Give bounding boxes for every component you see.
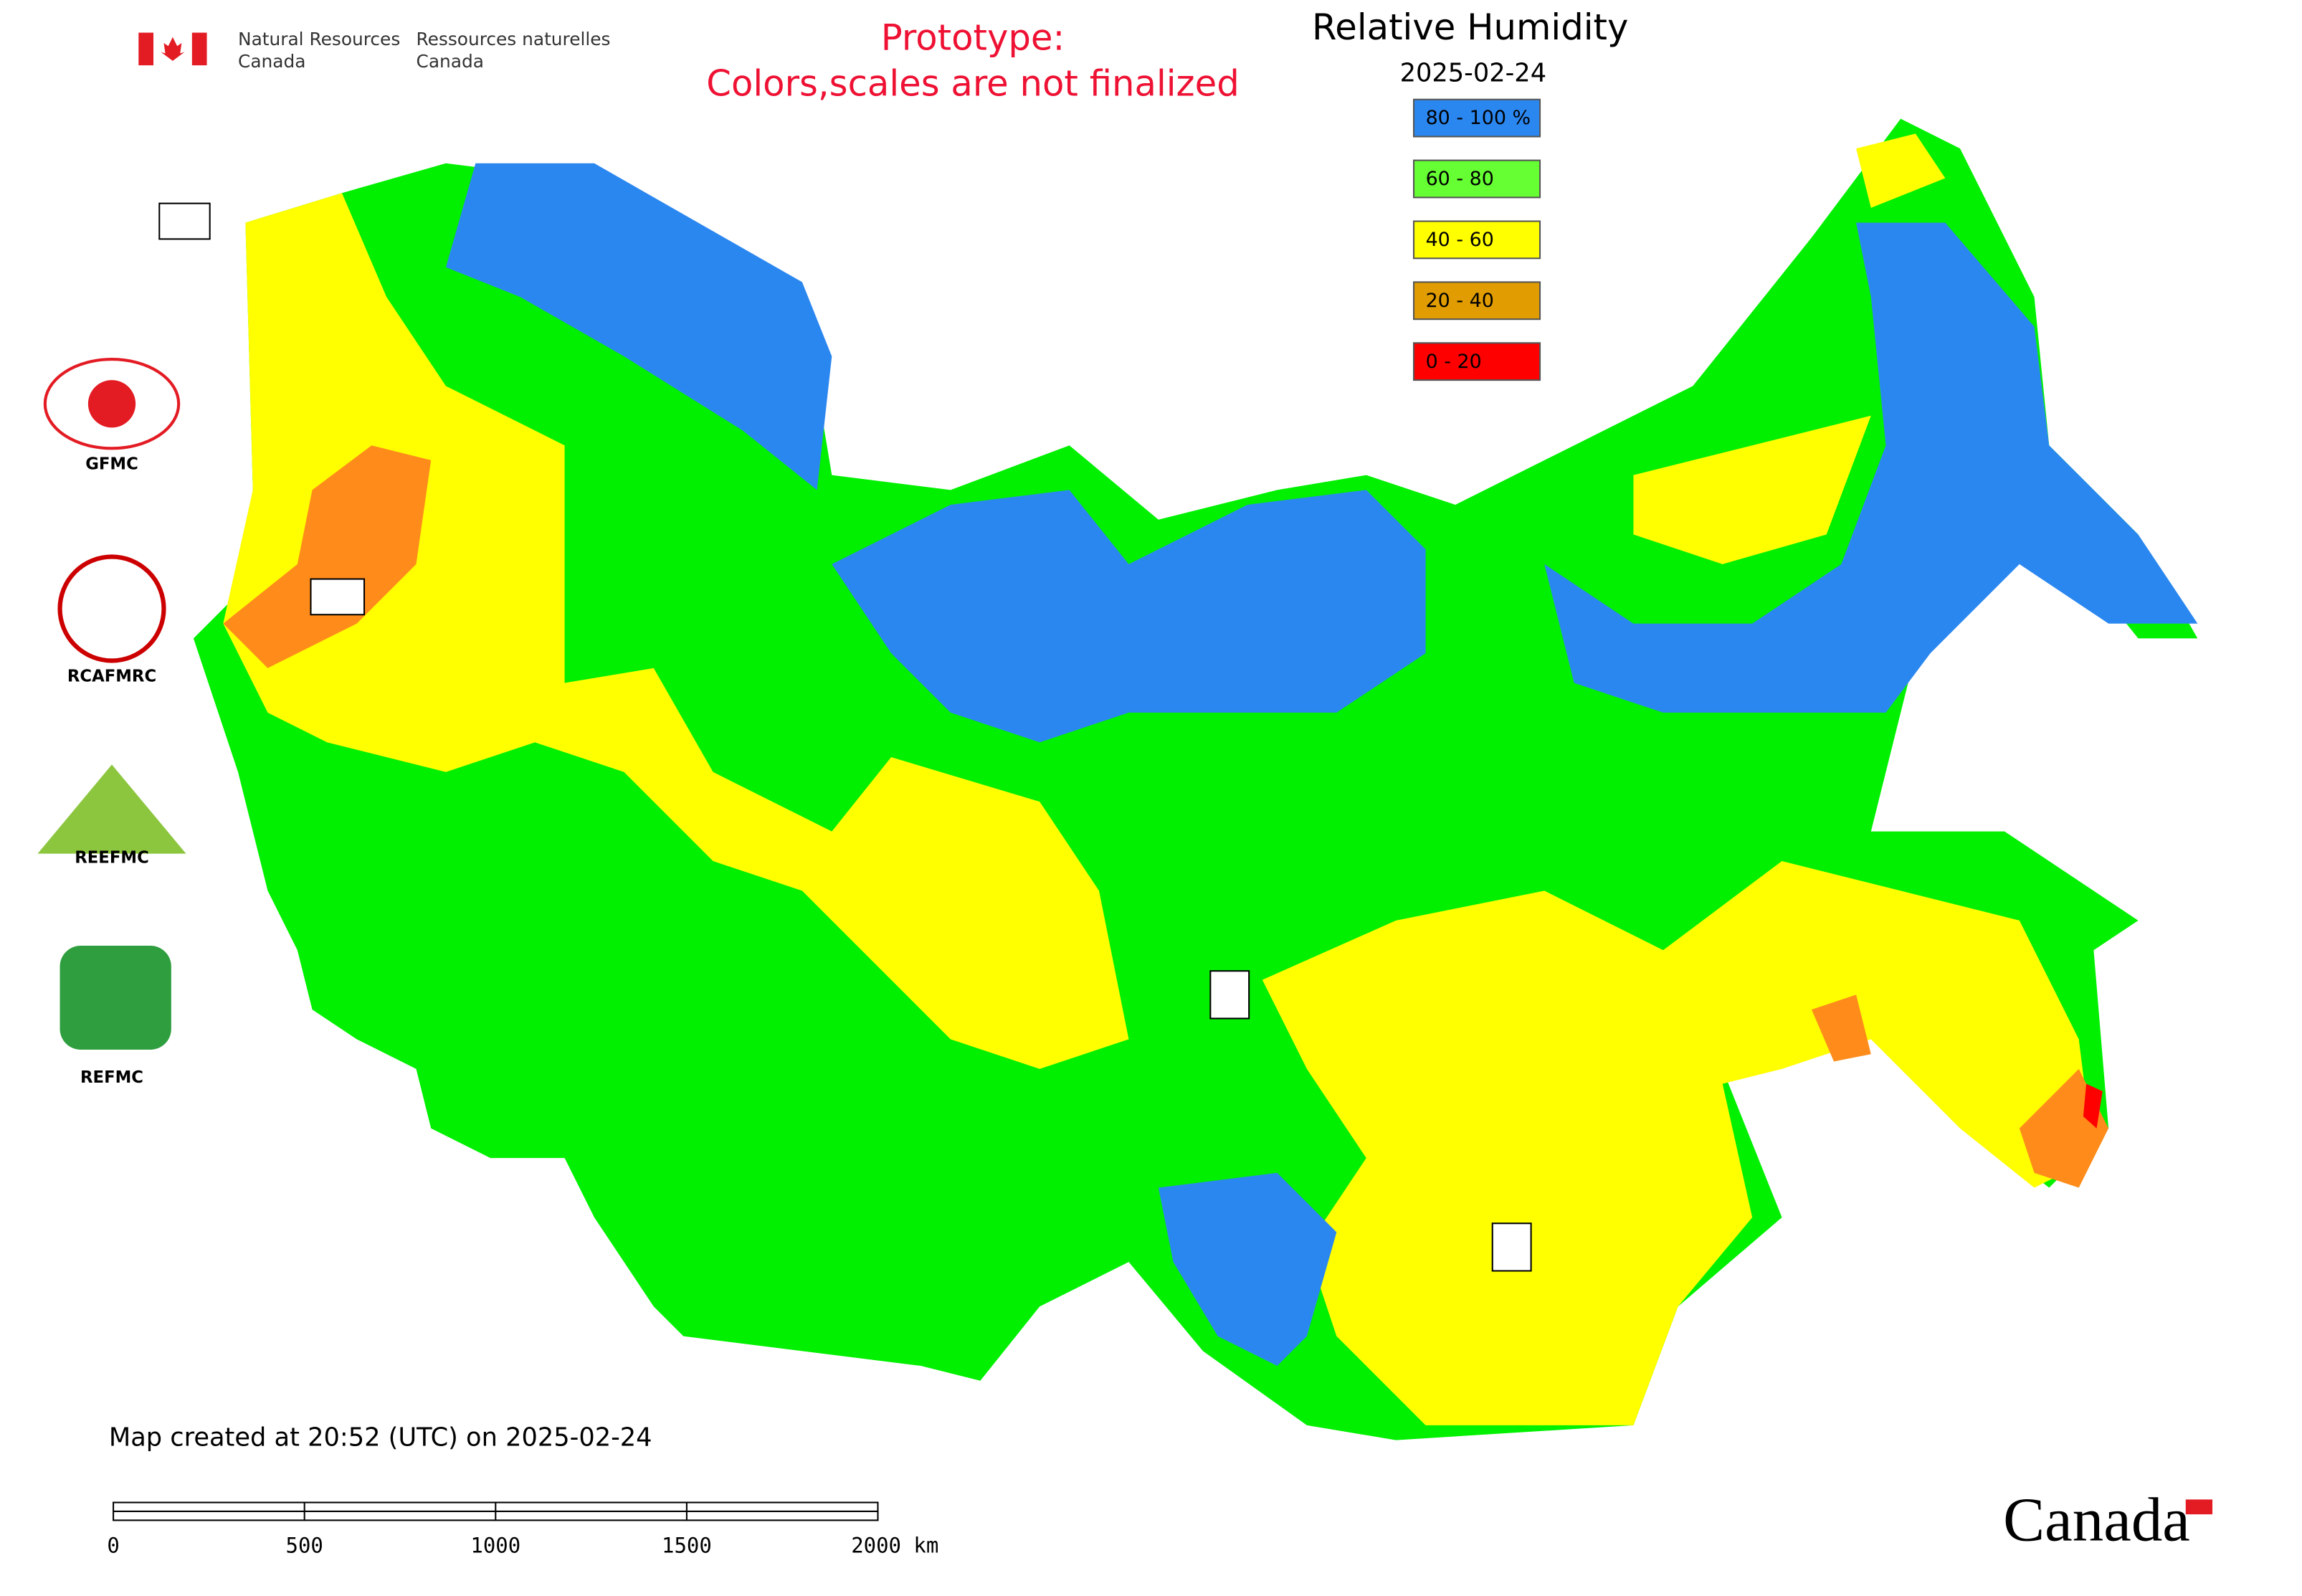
region-20-40 xyxy=(1811,994,1871,1062)
scale-label: 1000 xyxy=(470,1534,520,1558)
agency-text: Ressources naturelles xyxy=(417,29,611,49)
legend: 80 - 100 % 60 - 80 40 - 60 20 - 40 0 - 20 xyxy=(1412,98,1541,381)
logo-gfmc xyxy=(87,380,136,428)
region-80-100 xyxy=(832,490,1426,743)
legend-label: 60 - 80 xyxy=(1426,168,1494,190)
logo-label: RCAFMRC xyxy=(67,668,156,686)
site-marker xyxy=(1209,970,1250,1020)
agency-text: Canada xyxy=(238,51,305,72)
region-40-60 xyxy=(223,193,1129,1069)
prototype-note: Colors,scales are not finalized xyxy=(706,63,1239,105)
logo-label: REEFMC xyxy=(75,848,149,867)
map-regions xyxy=(193,118,2198,1440)
flag-bar xyxy=(191,32,207,66)
legend-label: 80 - 100 % xyxy=(1426,107,1531,129)
region-40-60 xyxy=(1262,861,2094,1425)
maple-leaf xyxy=(161,37,185,61)
region-40-60 xyxy=(1856,133,1946,208)
canada-wordmark: Canada xyxy=(2003,1486,2190,1554)
legend-label: 40 - 60 xyxy=(1426,229,1494,251)
region-0-20 xyxy=(2083,1083,2103,1129)
map-title: Relative Humidity xyxy=(1312,6,1628,48)
flag-bar xyxy=(138,32,153,66)
agency-text: Natural Resources xyxy=(238,29,400,49)
region-80-100 xyxy=(445,163,832,490)
scale-bar: 0 500 1000 1500 2000 km xyxy=(107,1501,938,1558)
prototype-note: Prototype: xyxy=(881,16,1065,58)
logo-rcafmrc xyxy=(57,554,166,663)
site-marker xyxy=(310,578,366,616)
agency-text: Canada xyxy=(417,51,484,72)
region-40-60 xyxy=(1633,415,1871,564)
logo-refmc xyxy=(60,946,171,1050)
agency-signature: Natural Resources Canada Ressources natu… xyxy=(138,29,611,72)
legend-swatch xyxy=(1412,220,1541,260)
logo-gfmc xyxy=(43,358,181,450)
legend-label: 20 - 40 xyxy=(1426,290,1494,312)
logos xyxy=(37,202,1532,1272)
legend-swatch xyxy=(1412,342,1541,381)
scale-label: 0 xyxy=(107,1534,119,1558)
logo-label: GFMC xyxy=(85,455,138,474)
region-80-100 xyxy=(1158,1172,1337,1367)
logo-reefmc xyxy=(37,764,186,854)
region-20-40 xyxy=(223,445,432,668)
map-date: 2025-02-24 xyxy=(1400,59,1547,88)
legend-swatch xyxy=(1412,159,1541,199)
scale-label: 1500 xyxy=(662,1534,712,1558)
scale-label: 500 xyxy=(286,1534,323,1558)
legend-swatch xyxy=(1412,281,1541,320)
wordmark-flag xyxy=(2185,1499,2213,1515)
legend-label: 0 - 20 xyxy=(1426,351,1482,373)
region-80-100 xyxy=(1544,222,2198,713)
created-note: Map created at 20:52 (UTC) on 2025-02-24 xyxy=(109,1423,652,1453)
logo-label: REFMC xyxy=(80,1068,143,1087)
site-marker xyxy=(1491,1222,1532,1272)
scale-label: 2000 km xyxy=(851,1534,938,1558)
legend-swatch xyxy=(1412,98,1541,138)
site-marker xyxy=(158,202,211,240)
